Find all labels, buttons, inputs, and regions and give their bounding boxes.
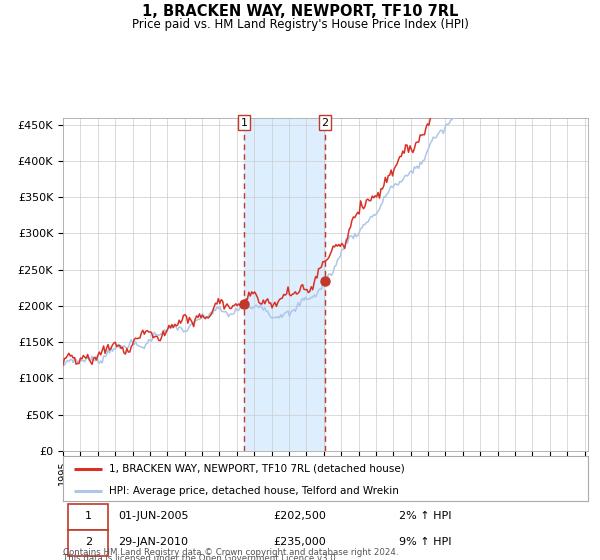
Text: £202,500: £202,500 bbox=[273, 511, 326, 521]
FancyBboxPatch shape bbox=[68, 504, 107, 530]
Bar bbox=[244, 118, 325, 451]
Text: Contains HM Land Registry data © Crown copyright and database right 2024.: Contains HM Land Registry data © Crown c… bbox=[63, 548, 398, 557]
Text: 2: 2 bbox=[85, 537, 92, 547]
FancyBboxPatch shape bbox=[68, 530, 107, 556]
Text: 2% ↑ HPI: 2% ↑ HPI bbox=[399, 511, 452, 521]
Text: 01-JUN-2005: 01-JUN-2005 bbox=[118, 511, 188, 521]
Text: 1: 1 bbox=[241, 118, 248, 128]
Text: 9% ↑ HPI: 9% ↑ HPI bbox=[399, 537, 452, 547]
Text: This data is licensed under the Open Government Licence v3.0.: This data is licensed under the Open Gov… bbox=[63, 554, 338, 560]
Text: 1, BRACKEN WAY, NEWPORT, TF10 7RL (detached house): 1, BRACKEN WAY, NEWPORT, TF10 7RL (detac… bbox=[109, 464, 405, 474]
Text: 2: 2 bbox=[322, 118, 329, 128]
Text: HPI: Average price, detached house, Telford and Wrekin: HPI: Average price, detached house, Telf… bbox=[109, 486, 399, 496]
Text: £235,000: £235,000 bbox=[273, 537, 326, 547]
Text: 1: 1 bbox=[85, 511, 92, 521]
Text: Price paid vs. HM Land Registry's House Price Index (HPI): Price paid vs. HM Land Registry's House … bbox=[131, 18, 469, 31]
Text: 29-JAN-2010: 29-JAN-2010 bbox=[118, 537, 188, 547]
Text: 1, BRACKEN WAY, NEWPORT, TF10 7RL: 1, BRACKEN WAY, NEWPORT, TF10 7RL bbox=[142, 4, 458, 20]
